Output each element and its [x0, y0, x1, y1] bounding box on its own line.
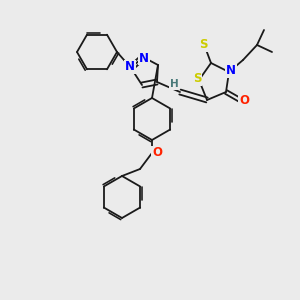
Text: O: O: [152, 146, 162, 160]
Text: N: N: [139, 52, 149, 64]
Text: N: N: [125, 61, 135, 74]
Text: S: S: [193, 73, 201, 85]
Text: S: S: [199, 38, 207, 52]
Text: N: N: [226, 64, 236, 77]
Text: O: O: [239, 94, 249, 106]
Text: H: H: [169, 79, 178, 89]
